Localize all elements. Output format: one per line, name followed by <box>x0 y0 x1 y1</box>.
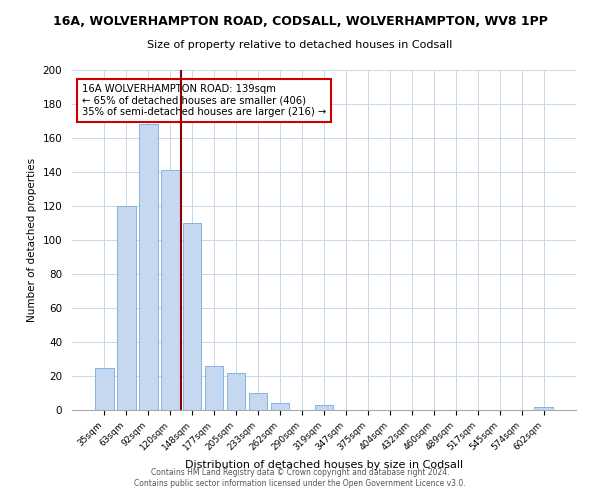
Bar <box>161 170 179 410</box>
Bar <box>95 368 113 410</box>
Bar <box>314 405 334 410</box>
Bar <box>205 366 223 410</box>
Y-axis label: Number of detached properties: Number of detached properties <box>27 158 37 322</box>
Bar <box>271 403 289 410</box>
Bar <box>227 372 245 410</box>
X-axis label: Distribution of detached houses by size in Codsall: Distribution of detached houses by size … <box>185 460 463 470</box>
Bar <box>249 393 268 410</box>
Bar <box>117 206 136 410</box>
Text: Size of property relative to detached houses in Codsall: Size of property relative to detached ho… <box>148 40 452 50</box>
Text: 16A, WOLVERHAMPTON ROAD, CODSALL, WOLVERHAMPTON, WV8 1PP: 16A, WOLVERHAMPTON ROAD, CODSALL, WOLVER… <box>53 15 547 28</box>
Text: 16A WOLVERHAMPTON ROAD: 139sqm
← 65% of detached houses are smaller (406)
35% of: 16A WOLVERHAMPTON ROAD: 139sqm ← 65% of … <box>82 84 326 117</box>
Text: Contains HM Land Registry data © Crown copyright and database right 2024.
Contai: Contains HM Land Registry data © Crown c… <box>134 468 466 487</box>
Bar <box>535 406 553 410</box>
Bar <box>183 223 202 410</box>
Bar <box>139 124 158 410</box>
